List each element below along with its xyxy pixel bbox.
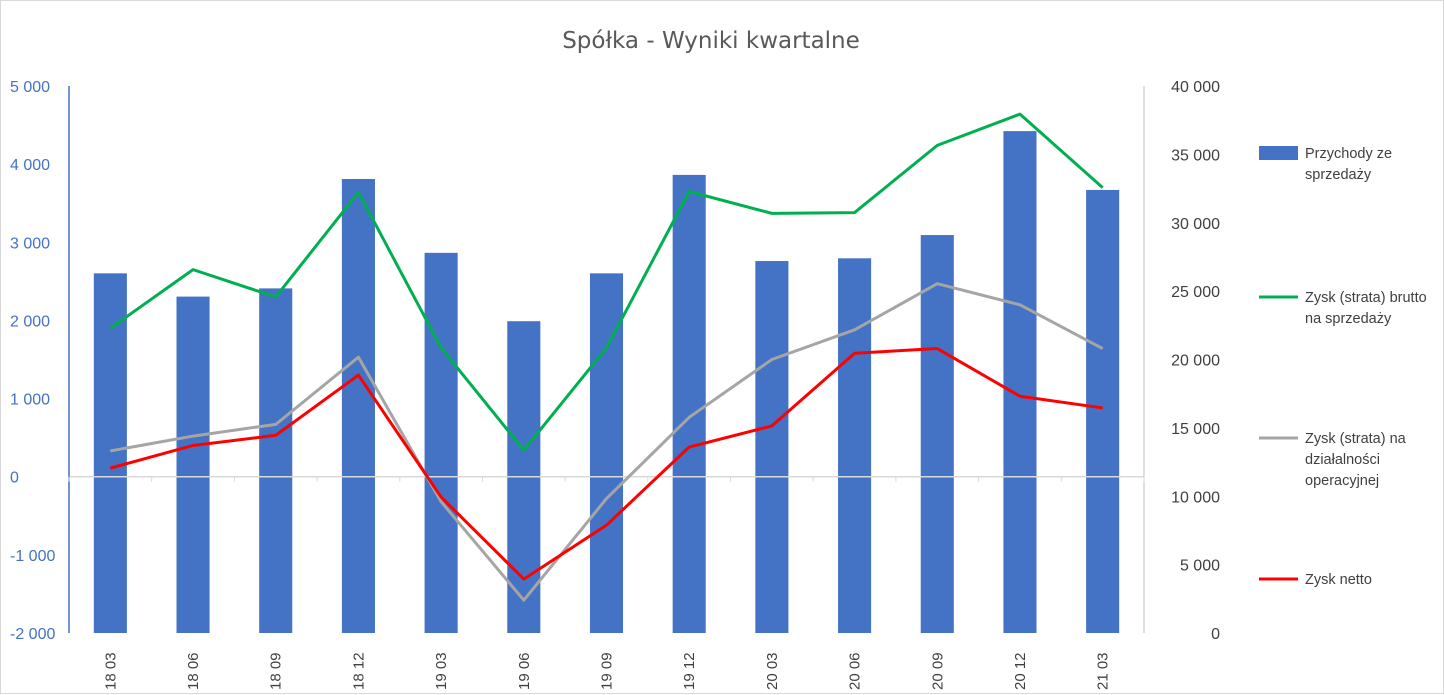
x-tick-label: 18 06 [185, 652, 202, 690]
right-tick-label: 40 000 [1171, 79, 1220, 96]
series-line [109, 347, 1103, 581]
bar-series [93, 131, 1120, 634]
bar [672, 174, 706, 633]
x-tick-label: 19 06 [516, 652, 533, 690]
right-tick-label: 30 000 [1171, 216, 1220, 233]
x-tick-label: 18 09 [268, 652, 285, 690]
x-tick-label: 19 09 [599, 652, 616, 690]
legend-label: Zysk netto [1305, 572, 1372, 588]
bar [259, 288, 293, 633]
left-tick-label: 2 000 [10, 313, 50, 330]
right-tick-label: 0 [1211, 626, 1220, 643]
chart-title: Spółka - Wyniki kwartalne [562, 28, 860, 54]
bar [838, 258, 872, 633]
axes: 18 03 18 06 18 09 18 12 19 03 19 06 19 09 19 12… [10, 79, 1220, 690]
legend-label: operacyjnej [1305, 473, 1379, 489]
bar [1086, 189, 1120, 633]
bar [1003, 131, 1037, 633]
x-tick-label: 18 12 [350, 652, 367, 690]
x-tick-label: 19 03 [433, 652, 450, 690]
bar [176, 296, 210, 633]
x-tick-label: 20 06 [847, 652, 864, 690]
series-line [110, 282, 1104, 602]
left-tick-label: 0 [10, 470, 19, 487]
legend-label: sprzedaży [1305, 167, 1372, 183]
x-tick-label: 19 12 [681, 652, 698, 690]
right-tick-label: 5 000 [1180, 558, 1220, 575]
x-tick-label: 20 09 [929, 652, 946, 690]
series-line [109, 112, 1104, 452]
x-tick-label: 18 03 [102, 652, 119, 690]
right-tick-label: 35 000 [1171, 147, 1220, 164]
legend-swatch [1259, 146, 1298, 160]
left-tick-label: 3 000 [10, 235, 50, 252]
bar [93, 273, 127, 633]
left-tick-label: 1 000 [10, 392, 50, 409]
legend-label: Przychody ze [1305, 146, 1392, 162]
legend-label: działalności [1305, 452, 1380, 468]
legend-label: Zysk (strata) brutto [1305, 290, 1427, 306]
bar [341, 178, 375, 634]
left-tick-label: -1 000 [10, 548, 55, 565]
legend: Przychody ze sprzedaży Zysk (strata) brutt… [1259, 146, 1427, 588]
right-tick-label: 10 000 [1171, 489, 1220, 506]
x-tick-label: 20 12 [1012, 652, 1029, 690]
x-tick-label: 21 03 [1095, 652, 1112, 690]
right-tick-label: 15 000 [1171, 421, 1220, 438]
bar [920, 235, 954, 633]
legend-label: na sprzedaży [1305, 311, 1392, 327]
right-tick-label: 20 000 [1171, 353, 1220, 370]
x-tick-label: 20 03 [764, 652, 781, 690]
bar [589, 273, 624, 633]
line-series [109, 112, 1104, 602]
right-tick-label: 25 000 [1171, 284, 1220, 301]
left-tick-label: 5 000 [10, 79, 50, 96]
bar [424, 252, 458, 633]
legend-label: Zysk (strata) na [1305, 431, 1407, 447]
left-tick-label: -2 000 [10, 626, 55, 643]
bar [755, 261, 789, 633]
left-tick-label: 4 000 [10, 157, 50, 174]
